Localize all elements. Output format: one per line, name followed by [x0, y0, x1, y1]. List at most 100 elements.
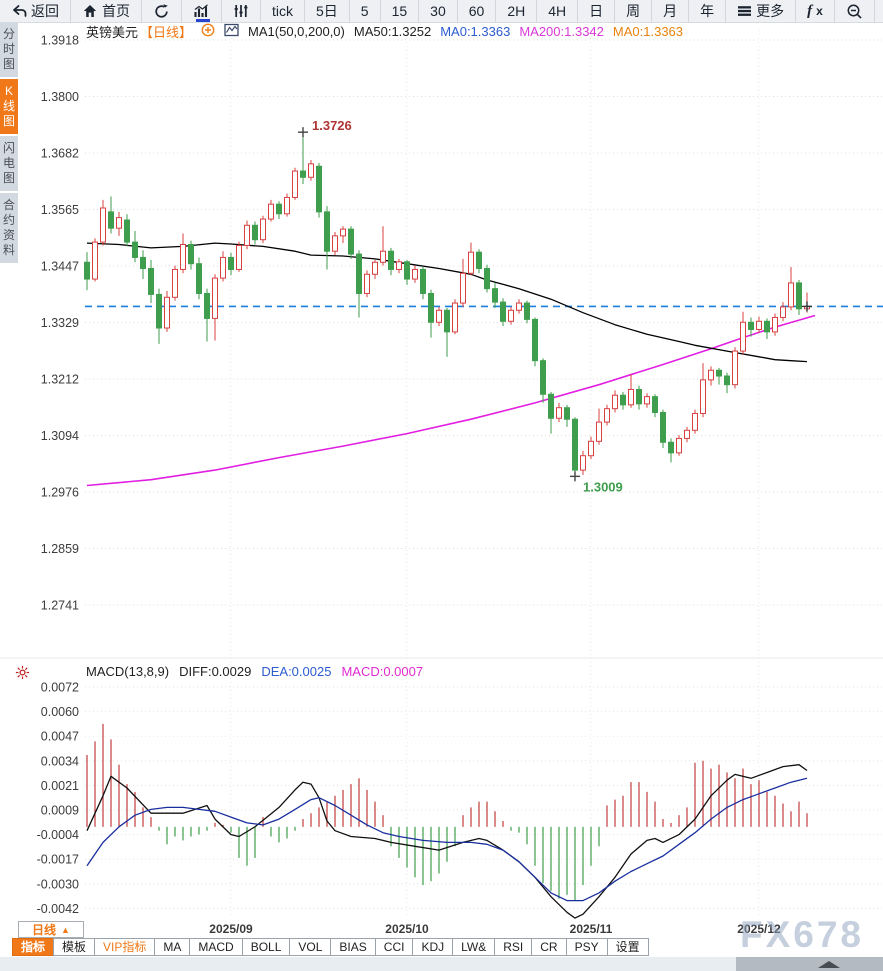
period-label: 【日线】 [140, 24, 193, 40]
tab-BIAS[interactable]: BIAS [330, 938, 376, 956]
toolbar-15-button[interactable]: 15 [381, 0, 420, 22]
sidebar-item-char: 图 [2, 114, 15, 128]
tab-LW&[interactable]: LW& [452, 938, 496, 956]
toolbar-refresh-button[interactable] [142, 0, 182, 22]
toolbar-bar-chart-button[interactable] [182, 0, 222, 22]
toolbar-60-button[interactable]: 60 [458, 0, 497, 22]
back-arrow-icon [11, 3, 27, 19]
x-axis-month-label: 2025/11 [569, 922, 613, 936]
toolbar-back-label: 返回 [31, 3, 59, 19]
home-icon [82, 3, 98, 19]
toolbar-month-button[interactable]: 月 [652, 0, 690, 22]
toolbar-zoom-in-button[interactable] [875, 0, 883, 22]
svg-text:1.3918: 1.3918 [41, 34, 79, 48]
svg-text:1.3094: 1.3094 [41, 429, 79, 443]
macd-diff-value: DIFF:0.0029 [179, 663, 252, 679]
sidebar-item-0[interactable]: 分时图 [0, 22, 18, 77]
tab-BOLL[interactable]: BOLL [241, 938, 291, 956]
macd-title: MACD(13,8,9) [86, 663, 170, 679]
sidebar-item-char: 约 [2, 213, 15, 227]
svg-text:-0.0017: -0.0017 [37, 853, 79, 867]
macd-header: MACD(13,8,9) DIFF:0.0029 DEA:0.0025 MACD… [86, 663, 423, 679]
tab-CR[interactable]: CR [531, 938, 567, 956]
svg-text:1.3329: 1.3329 [41, 316, 79, 330]
svg-text:1.3682: 1.3682 [41, 147, 79, 161]
toolbar-day-button[interactable]: 日 [578, 0, 616, 22]
ma0-orange-value: MA0:1.3363 [612, 23, 684, 39]
toolbar-zoom-out-button[interactable] [835, 0, 875, 22]
x-axis-month-label: 2025/12 [737, 922, 781, 936]
candle-sliders-icon [233, 3, 249, 19]
sidebar-item-char: K [4, 84, 13, 98]
toolbar-30-button[interactable]: 30 [419, 0, 458, 22]
ma200-value: MA200:1.3342 [519, 23, 604, 39]
toolbar-5d-label: 5日 [316, 3, 338, 19]
toolbar-4h-label: 4H [548, 3, 567, 19]
toolbar-scroll-indicator [196, 19, 210, 22]
horizontal-scrollbar[interactable] [736, 957, 883, 971]
svg-text:-0.0004: -0.0004 [37, 828, 79, 842]
sidebar-item-3[interactable]: 合约资料 [0, 193, 18, 263]
svg-text:1.3565: 1.3565 [41, 203, 79, 217]
mini-chart-icon[interactable] [224, 23, 239, 40]
svg-text:0.0072: 0.0072 [41, 681, 79, 695]
expand-triangle-icon[interactable] [818, 961, 840, 968]
svg-text:0.0060: 0.0060 [41, 705, 79, 719]
add-indicator-icon[interactable] [201, 23, 215, 40]
toolbar-tick-button[interactable]: tick [261, 0, 305, 22]
menu-icon [737, 4, 752, 18]
svg-text:1.3212: 1.3212 [41, 373, 79, 387]
toolbar-home-button[interactable]: 首页 [71, 0, 142, 22]
toolbar-week-button[interactable]: 周 [615, 0, 653, 22]
svg-text:1.3447: 1.3447 [41, 260, 79, 274]
tab-设置[interactable]: 设置 [606, 938, 649, 956]
tab-CCI[interactable]: CCI [374, 938, 414, 956]
toolbar-4h-button[interactable]: 4H [537, 0, 579, 22]
toolbar-more-label: 更多 [756, 3, 785, 19]
tab-MACD[interactable]: MACD [189, 938, 243, 956]
svg-text:0.0034: 0.0034 [41, 754, 79, 768]
period-dropdown-label: 日线 [32, 923, 57, 937]
tab-模板[interactable]: 模板 [53, 938, 96, 956]
tab-PSY[interactable]: PSY [565, 938, 608, 956]
sidebar-item-2[interactable]: 闪电图 [0, 136, 18, 191]
toolbar-5-button[interactable]: 5 [350, 0, 381, 22]
tab-VIP指标[interactable]: VIP指标 [94, 938, 156, 956]
toolbar-2h-button[interactable]: 2H [496, 0, 538, 22]
svg-text:1.3009: 1.3009 [583, 479, 623, 494]
symbol-name: 英镑美元 [86, 24, 139, 40]
indicator-settings-sun-icon[interactable] [15, 665, 30, 685]
x-axis-month-label: 2025/10 [385, 922, 429, 936]
toolbar-year-label: 年 [700, 3, 715, 19]
toolbar-tick-label: tick [272, 3, 293, 19]
chevron-up-icon: ▲ [61, 924, 70, 935]
toolbar-15-label: 15 [391, 3, 408, 19]
indicator-tab-bar: 指标 模板 VIP指标 MA MACD BOLL VOL BIAS CCI KDJ LW& RSI CR… [0, 938, 883, 957]
tab-VOL[interactable]: VOL [289, 938, 332, 956]
toolbar-5d-button[interactable]: 5日 [305, 0, 350, 22]
tab-MA[interactable]: MA [154, 938, 191, 956]
toolbar-back-button[interactable]: 返回 [0, 0, 71, 22]
toolbar-year-button[interactable]: 年 [689, 0, 727, 22]
toolbar-more-button[interactable]: 更多 [726, 0, 797, 22]
svg-text:0.0009: 0.0009 [41, 804, 79, 818]
svg-text:0.0021: 0.0021 [41, 779, 79, 793]
ma0-blue-value: MA0:1.3363 [440, 23, 511, 39]
tab-RSI[interactable]: RSI [494, 938, 533, 956]
toolbar-60-label: 60 [468, 3, 485, 19]
tab-KDJ[interactable]: KDJ [412, 938, 454, 956]
period-dropdown-button[interactable]: 日线 ▲ [18, 921, 84, 938]
x-axis-month-label: 2025/09 [209, 922, 253, 936]
zoom-out-icon [846, 3, 863, 20]
tab-指标[interactable]: 指标 [12, 938, 55, 956]
toolbar-home-label: 首页 [102, 3, 130, 19]
svg-text:0.0047: 0.0047 [41, 730, 79, 744]
toolbar-candle-sliders-button[interactable] [222, 0, 261, 22]
ma50-value: MA50:1.3252 [353, 23, 432, 39]
toolbar-month-label: 月 [663, 3, 678, 19]
refresh-icon [153, 3, 170, 20]
